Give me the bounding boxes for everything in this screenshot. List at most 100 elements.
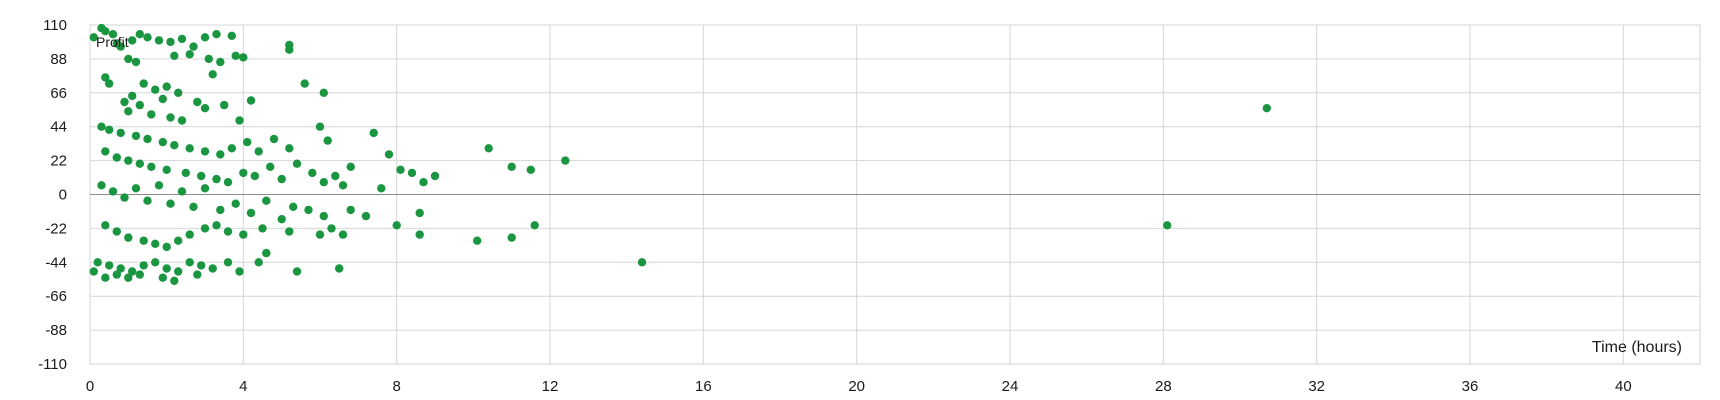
data-point — [315, 230, 325, 239]
data-point — [204, 54, 213, 64]
data-point — [193, 97, 202, 107]
data-point — [430, 171, 440, 181]
data-point — [1262, 104, 1272, 113]
data-point — [384, 150, 394, 159]
y-tick-label: 88 — [50, 51, 67, 68]
data-point — [158, 273, 167, 282]
data-point — [93, 258, 102, 267]
data-point — [197, 171, 206, 181]
data-point — [223, 178, 233, 187]
data-point — [116, 128, 125, 138]
data-point — [193, 270, 202, 279]
data-point — [124, 107, 133, 116]
y-tick-label: -66 — [45, 288, 67, 305]
data-point — [177, 187, 187, 196]
data-point — [216, 150, 225, 159]
data-point — [139, 79, 148, 88]
data-point — [139, 261, 148, 270]
data-point — [124, 273, 133, 282]
data-point — [327, 224, 336, 233]
data-point — [208, 264, 217, 273]
data-point — [231, 51, 240, 60]
data-point — [419, 178, 428, 187]
data-point — [112, 270, 122, 279]
data-point — [250, 171, 259, 181]
data-point — [128, 91, 137, 101]
data-point — [338, 181, 348, 190]
data-point — [139, 236, 148, 245]
data-point — [170, 51, 179, 60]
data-point — [304, 205, 313, 215]
data-point — [338, 230, 348, 239]
data-point — [319, 211, 328, 221]
x-tick-label: 4 — [239, 378, 247, 395]
series-label: Profit — [96, 34, 129, 50]
data-point — [189, 202, 198, 211]
data-point — [315, 122, 325, 131]
data-point — [637, 258, 647, 267]
data-point — [162, 165, 171, 174]
data-point — [262, 196, 271, 205]
data-point — [1163, 221, 1172, 230]
x-tick-label: 8 — [392, 378, 400, 395]
data-point — [292, 267, 302, 276]
data-point — [177, 116, 187, 125]
data-point — [116, 264, 125, 273]
data-point — [124, 233, 133, 242]
data-point — [266, 162, 275, 171]
y-tick-label: -44 — [45, 254, 67, 271]
data-point — [415, 230, 424, 239]
data-point — [97, 181, 106, 190]
data-point — [112, 153, 122, 162]
data-point — [239, 53, 248, 62]
data-point — [319, 178, 328, 187]
data-point — [101, 221, 110, 230]
data-point — [526, 165, 535, 174]
data-point — [220, 100, 229, 110]
y-tick-labels: 110 88 66 44 22 0 -22 -44 -66 -88 -110 — [38, 17, 67, 373]
data-point — [319, 88, 328, 98]
data-point — [185, 230, 194, 239]
data-point — [277, 215, 286, 224]
data-point — [185, 258, 194, 267]
x-tick-label: 0 — [86, 378, 94, 395]
data-point — [254, 258, 263, 267]
data-point — [216, 205, 225, 215]
data-point — [300, 79, 309, 88]
data-point — [323, 136, 332, 145]
data-point — [131, 131, 141, 141]
data-point — [331, 171, 340, 181]
data-point — [143, 134, 152, 144]
y-tick-label: -88 — [45, 322, 67, 339]
data-point — [174, 236, 183, 245]
data-point — [151, 239, 160, 248]
data-point — [162, 242, 171, 252]
data-point — [181, 168, 190, 178]
data-point — [530, 221, 539, 230]
data-point — [185, 144, 194, 153]
data-point — [484, 144, 493, 153]
data-point — [277, 174, 286, 184]
data-point — [89, 33, 99, 42]
data-point — [223, 227, 233, 236]
data-point — [147, 110, 156, 119]
data-point — [105, 261, 114, 270]
data-point — [120, 193, 129, 202]
data-point — [200, 104, 210, 113]
data-point — [200, 184, 210, 193]
data-point — [239, 168, 248, 178]
y-tick-label: -22 — [45, 220, 67, 237]
x-tick-label: 12 — [542, 378, 559, 395]
data-point — [174, 267, 183, 276]
data-point — [200, 224, 210, 233]
data-point — [166, 199, 175, 208]
data-point — [135, 159, 144, 168]
data-point — [185, 50, 194, 59]
data-point — [112, 227, 122, 236]
data-point — [128, 36, 137, 45]
data-point — [124, 54, 133, 64]
data-point — [131, 57, 141, 67]
x-tick-label: 24 — [1002, 378, 1019, 395]
data-point — [346, 162, 355, 171]
